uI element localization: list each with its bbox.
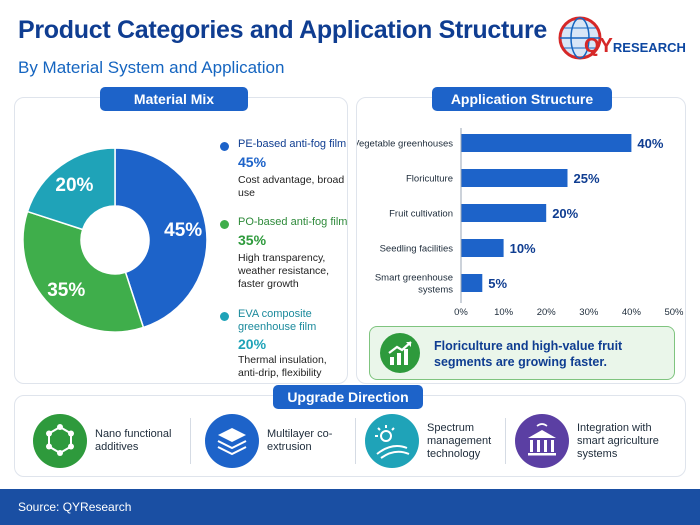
legend-dot	[220, 142, 229, 151]
qyresearch-logo: QYRESEARCH	[556, 6, 696, 72]
legend-name: EVA composite greenhouse film	[238, 308, 317, 333]
x-tick-label: 10%	[494, 307, 514, 318]
legend-desc: Thermal insulation, anti-drip, flexibili…	[238, 354, 327, 379]
bar-category-label: Seedling facilities	[380, 244, 454, 255]
donut-slice-label: 35%	[47, 280, 85, 301]
divider	[190, 418, 191, 464]
upgrade-direction-panel: Upgrade Direction Nano functional additi…	[14, 385, 686, 477]
legend-desc: High transparency, weather resistance, f…	[238, 252, 330, 290]
bar-category-label: Smart greenhouse systems	[375, 273, 453, 296]
callout-text: Floriculture and high-value fruit segmen…	[434, 339, 623, 369]
layers-icon	[205, 414, 259, 468]
x-tick-label: 20%	[537, 307, 557, 318]
upgrade-label: Nano functional additives	[95, 428, 172, 453]
logo-brand-prefix: QY	[584, 35, 613, 57]
bar	[461, 239, 504, 257]
bar-value-label: 10%	[510, 241, 536, 256]
bar	[461, 274, 483, 292]
upgrade-label: Multilayer co-extrusion	[267, 428, 333, 453]
upgrade-direction-tab: Upgrade Direction	[273, 385, 423, 409]
growth-chart-icon	[380, 333, 420, 373]
application-structure-tab: Application Structure	[432, 87, 612, 111]
bar-category-label: Fruit cultivation	[389, 209, 453, 220]
bar-category-label: Vegetable greenhouses	[357, 139, 453, 150]
spectrum-icon	[365, 414, 419, 468]
divider	[355, 418, 356, 464]
legend-desc: Cost advantage, broad use	[238, 174, 345, 199]
material-mix-tab: Material Mix	[100, 87, 248, 111]
bar	[461, 134, 632, 152]
x-tick-label: 0%	[454, 307, 468, 318]
upgrade-item-smart: Integration with smart agriculture syste…	[515, 414, 685, 470]
globe-icon	[558, 16, 602, 60]
upgrade-label: Integration with smart agriculture syste…	[577, 422, 659, 460]
legend-name: PE-based anti-fog film	[238, 138, 347, 150]
donut-slice	[114, 147, 208, 329]
legend-name: PO-based anti-fog film	[238, 216, 348, 228]
upgrade-item-multilayer: Multilayer co-extrusion	[205, 414, 355, 470]
donut-slice-label: 45%	[164, 220, 202, 241]
logo-wordmark: QYRESEARCH	[584, 35, 686, 58]
upgrade-item-nano: Nano functional additives	[33, 414, 183, 470]
growth-callout: Floriculture and high-value fruit segmen…	[369, 326, 675, 380]
legend-dot	[220, 312, 229, 321]
material-mix-panel: Material Mix 45% 35% 20% PE-based anti-fog…	[14, 87, 348, 384]
donut-slice-label: 20%	[55, 175, 93, 196]
legend-pct: 35%	[238, 232, 267, 248]
application-structure-panel: Application Structure 40% Vegetable green…	[356, 87, 686, 384]
bar-value-label: 25%	[574, 171, 600, 186]
material-donut-chart: 45% 35% 20%	[22, 147, 208, 333]
bar-value-label: 5%	[488, 276, 507, 291]
page-title: Product Categories and Application Struc…	[18, 16, 548, 44]
x-tick-label: 40%	[622, 307, 642, 318]
legend-pct: 45%	[238, 154, 267, 170]
molecule-icon	[33, 414, 87, 468]
application-bar-chart: 40% Vegetable greenhouses 25% Floriculture 2…	[357, 128, 684, 318]
donut-slice	[22, 210, 145, 333]
bar-value-label: 20%	[552, 206, 578, 221]
page-subtitle: By Material System and Application	[18, 58, 285, 77]
bar	[461, 169, 568, 187]
footer-bar: Source: QYResearch	[0, 489, 700, 525]
bar-value-label: 40%	[637, 136, 663, 151]
logo-brand-suffix: RESEARCH	[612, 40, 686, 55]
x-tick-label: 50%	[664, 307, 684, 318]
smart-greenhouse-icon	[515, 414, 569, 468]
bar	[461, 204, 547, 222]
footer-source: Source: QYResearch	[18, 500, 132, 514]
donut-slice	[26, 147, 116, 231]
upgrade-item-spectrum: Spectrum management technology	[365, 414, 515, 470]
x-tick-label: 30%	[579, 307, 599, 318]
bar-category-label: Floriculture	[406, 174, 453, 185]
divider	[505, 418, 506, 464]
legend-dot	[220, 220, 229, 229]
legend-pct: 20%	[238, 336, 267, 352]
upgrade-label: Spectrum management technology	[427, 422, 492, 460]
